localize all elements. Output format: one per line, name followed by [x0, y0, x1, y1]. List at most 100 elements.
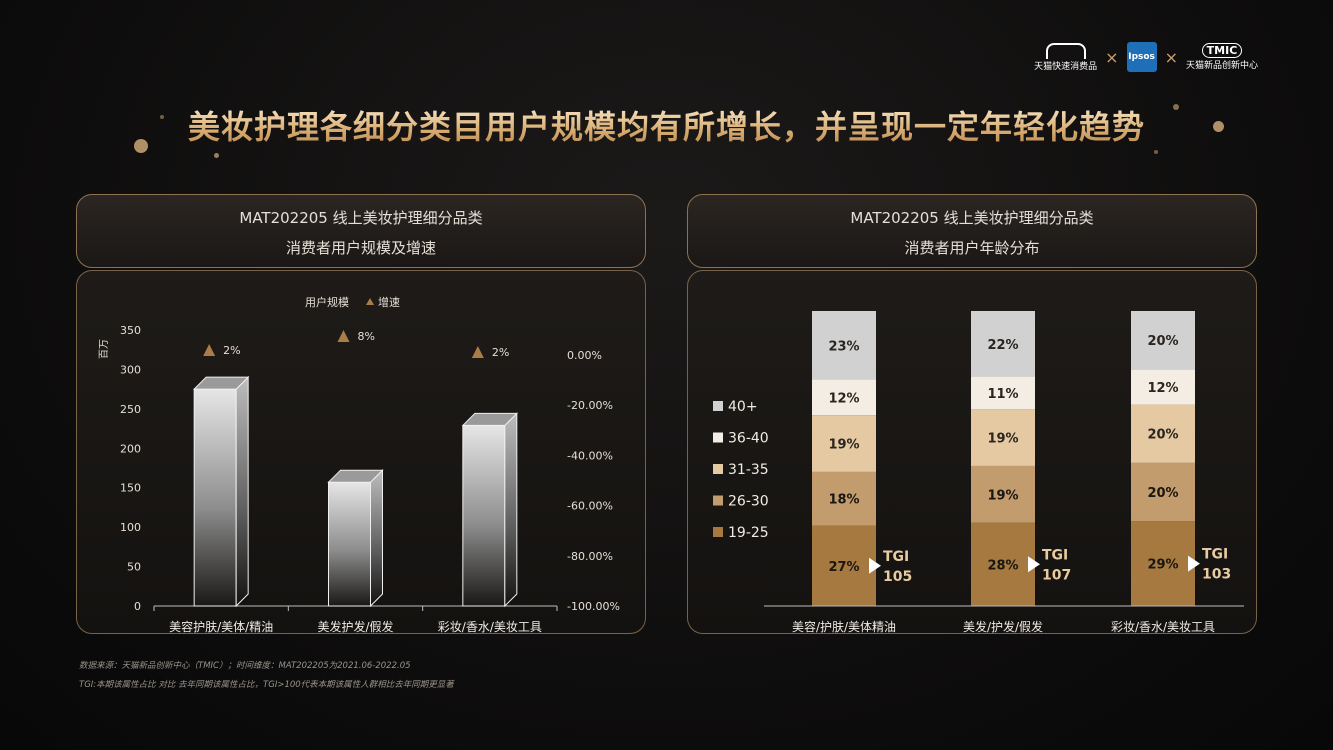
segment-label: 22% — [987, 338, 1018, 353]
ipsos-logo: Ipsos — [1126, 42, 1157, 72]
y-tick-label: 50 — [127, 561, 141, 574]
stack-segment — [812, 379, 876, 416]
right-panel-header: MAT202205 线上美妆护理细分品类 消费者用户年龄分布 — [687, 194, 1257, 268]
x-tick-label: 彩妆/香水/美妆工具 — [1111, 620, 1215, 634]
legend-label: 26-30 — [728, 494, 769, 510]
decor-dot — [1213, 121, 1224, 132]
legend-swatch — [713, 432, 723, 443]
legend-swatch — [713, 495, 723, 506]
y2-tick-label: -20.00% — [567, 399, 613, 412]
right-header-line1: MAT202205 线上美妆护理细分品类 — [850, 209, 1094, 227]
y2-tick-label: -100.00% — [567, 600, 620, 613]
user-scale-chart: 0 50 100 150 200 250 300 350 百万 0.00% -20.00% -40.0… — [98, 295, 620, 634]
age-distribution-chart: 40+ 36-40 31-35 26-30 19-25 27% 18% 19% 12% 23% T… — [713, 311, 1244, 634]
y2-tick-label: -60.00% — [567, 500, 613, 513]
stack-segment — [1131, 369, 1195, 405]
tgi-arrow-icon — [1028, 556, 1040, 573]
x-tick-label: 美容/护肤/美体精油 — [792, 619, 896, 634]
segment-label: 20% — [1147, 334, 1178, 349]
tgi-arrow-icon — [869, 557, 881, 574]
stack-segment — [812, 525, 876, 606]
segment-label: 28% — [987, 558, 1018, 573]
segment-label: 29% — [1147, 558, 1178, 573]
y-tick-label: 0 — [134, 600, 141, 613]
partner-logos: 天猫快速消费品 × Ipsos × TMIC 天猫新品创新中心 — [1034, 42, 1258, 72]
tgi-label: TGI — [1042, 547, 1068, 563]
tgi-label: TGI — [1202, 547, 1228, 563]
growth-marker — [337, 330, 350, 342]
segment-label: 27% — [828, 560, 859, 575]
growth-label: 2% — [223, 344, 240, 357]
tmall-fmcg-logo: 天猫快速消费品 — [1034, 42, 1098, 72]
x-tick-label: 美发护发/假发 — [317, 619, 393, 634]
decor-dot — [160, 115, 164, 119]
segment-label: 12% — [828, 391, 859, 406]
x-tick-label: 彩妆/香水/美妆工具 — [438, 620, 542, 634]
legend-swatch — [713, 527, 723, 537]
right-chart-panel: 40+ 36-40 31-35 26-30 19-25 27% 18% 19% 12% 23% T… — [687, 270, 1257, 634]
segment-label: 20% — [1147, 486, 1178, 501]
y-tick-label: 150 — [120, 482, 141, 495]
stack-segment — [1131, 404, 1195, 463]
stack-segment — [1131, 521, 1195, 606]
segment-label: 19% — [828, 438, 859, 453]
decor-dot — [214, 153, 219, 158]
bar-top — [327, 469, 384, 483]
stack-segment — [971, 465, 1035, 523]
y-tick-label: 100 — [120, 521, 141, 534]
tmall-fmcg-label: 天猫快速消费品 — [1034, 61, 1098, 72]
left-chart-panel: 0 50 100 150 200 250 300 350 百万 0.00% -20.00% -40.0… — [76, 270, 646, 634]
segment-label: 11% — [987, 387, 1018, 402]
stack-segment — [812, 415, 876, 472]
tgi-value: 107 — [1042, 567, 1071, 583]
segment-label: 20% — [1147, 428, 1178, 443]
decor-dot — [134, 139, 148, 153]
legend-label: 36-40 — [728, 431, 769, 447]
bar-side — [235, 375, 249, 608]
y2-tick-label: 0.00% — [567, 349, 602, 362]
growth-label: 8% — [358, 330, 375, 343]
times-icon: × — [1164, 47, 1178, 67]
legend-marker-growth — [366, 298, 374, 305]
tmall-cat-icon — [1045, 42, 1086, 59]
y-tick-label: 350 — [120, 324, 141, 337]
tmic-label: 天猫新品创新中心 — [1185, 61, 1258, 71]
left-header-line2: 消费者用户规模及增速 — [285, 239, 436, 257]
tgi-value: 105 — [883, 569, 912, 585]
growth-label: 2% — [492, 346, 509, 359]
legend-label: 19-25 — [728, 525, 769, 541]
bar-side — [504, 412, 518, 608]
bar-top — [461, 412, 519, 426]
left-header-line1: MAT202205 线上美妆护理细分品类 — [239, 209, 483, 227]
decor-dot — [1154, 150, 1158, 154]
right-header-line2: 消费者用户年龄分布 — [904, 239, 1040, 257]
stack-segment — [812, 311, 876, 380]
legend-label: 40+ — [728, 399, 758, 415]
stack-segment — [1131, 311, 1195, 370]
segment-label: 19% — [987, 432, 1018, 447]
segment-label: 12% — [1147, 381, 1178, 396]
footnote-source: 数据来源：天猫新品创新中心（TMIC）；时间维度：MAT202205为2021.… — [79, 661, 411, 671]
times-icon: × — [1105, 47, 1119, 67]
page-title: 美妆护理各细分类目用户规模均有所增长，并呈现一定年轻化趋势 — [0, 102, 1333, 148]
y-tick-label: 200 — [120, 442, 141, 455]
growth-marker — [203, 344, 216, 356]
bar-side — [370, 468, 383, 608]
stack-segment — [971, 522, 1035, 606]
legend-swatch — [713, 464, 723, 474]
segment-label: 23% — [828, 339, 859, 354]
bar — [462, 424, 506, 607]
y-tick-label: 300 — [120, 363, 141, 376]
stack-segment — [1131, 462, 1195, 522]
segment-label: 19% — [987, 488, 1018, 503]
bar-top — [192, 376, 250, 390]
stack-segment — [971, 311, 1035, 377]
y-tick-label: 250 — [120, 403, 141, 416]
x-tick-label: 美发/护发/假发 — [963, 619, 1043, 634]
segment-label: 18% — [828, 493, 859, 508]
tgi-arrow-icon — [1188, 555, 1200, 572]
legend-label-growth: 增速 — [378, 295, 400, 309]
stack-segment — [812, 471, 876, 526]
y-axis-label: 百万 — [98, 339, 110, 359]
ipsos-label: Ipsos — [1128, 52, 1155, 62]
